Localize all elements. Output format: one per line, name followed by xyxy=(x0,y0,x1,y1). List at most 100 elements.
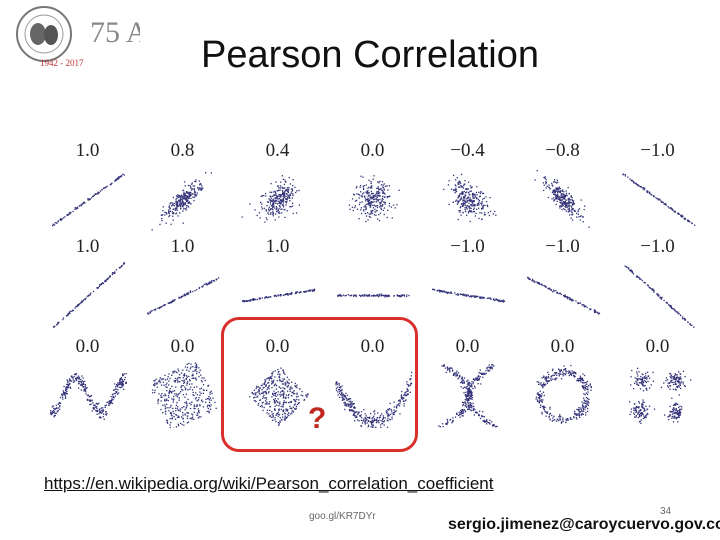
data-point xyxy=(112,396,114,399)
data-point xyxy=(439,426,441,428)
data-point xyxy=(363,418,365,420)
data-point xyxy=(565,204,568,207)
data-point xyxy=(273,394,275,397)
data-point xyxy=(380,426,382,428)
data-point xyxy=(677,212,679,214)
data-point xyxy=(278,216,280,218)
data-point xyxy=(455,190,458,193)
data-point xyxy=(186,192,189,194)
data-point xyxy=(636,406,638,408)
data-point xyxy=(468,399,470,402)
wikipedia-link[interactable]: https://en.wikipedia.org/wiki/Pearson_co… xyxy=(44,474,494,493)
data-point xyxy=(256,385,258,388)
data-point xyxy=(335,389,338,392)
data-point xyxy=(273,205,275,207)
data-point xyxy=(199,188,201,190)
data-point xyxy=(285,195,287,197)
data-point xyxy=(468,407,471,409)
data-point xyxy=(392,204,395,206)
data-point xyxy=(568,197,570,199)
logo-badge-75: 75 AÑOS xyxy=(90,16,140,49)
data-point xyxy=(678,386,680,388)
data-point xyxy=(167,399,169,402)
data-point xyxy=(291,188,294,190)
data-point xyxy=(376,187,378,190)
data-point xyxy=(491,368,493,370)
data-point xyxy=(645,387,648,389)
data-point xyxy=(202,401,204,403)
data-point xyxy=(345,403,347,405)
data-point xyxy=(564,374,567,376)
data-point xyxy=(635,410,637,412)
data-point xyxy=(577,213,580,215)
data-point xyxy=(445,423,447,425)
data-point xyxy=(564,195,567,198)
data-point xyxy=(364,294,366,296)
data-point xyxy=(584,402,586,404)
data-point xyxy=(200,379,203,382)
data-point xyxy=(281,189,284,192)
data-point xyxy=(360,295,362,298)
data-point xyxy=(66,213,69,216)
data-point xyxy=(633,413,636,415)
data-point xyxy=(537,397,540,399)
data-point xyxy=(468,397,471,399)
data-point xyxy=(183,196,185,198)
data-point xyxy=(568,205,570,207)
data-point xyxy=(178,376,180,379)
data-point xyxy=(386,296,388,298)
data-point xyxy=(556,179,558,181)
data-point xyxy=(478,413,480,415)
data-point xyxy=(398,405,401,407)
data-point xyxy=(557,191,559,193)
panel-r2-c7: −1.0 xyxy=(610,236,705,332)
data-point xyxy=(354,415,356,417)
data-point xyxy=(68,378,71,380)
data-point xyxy=(200,392,202,395)
data-point xyxy=(268,213,270,215)
data-point xyxy=(293,399,295,401)
data-point xyxy=(542,385,544,388)
data-point xyxy=(183,375,185,377)
data-point xyxy=(162,381,164,384)
data-point xyxy=(489,368,491,370)
data-point xyxy=(648,286,650,288)
data-point xyxy=(182,389,184,391)
data-point xyxy=(368,179,370,181)
data-point xyxy=(168,410,170,412)
data-point xyxy=(61,394,64,397)
data-point xyxy=(377,295,380,298)
data-point xyxy=(638,414,641,416)
data-point xyxy=(570,195,572,197)
data-point xyxy=(536,381,538,383)
data-point xyxy=(189,402,191,404)
data-point xyxy=(176,201,179,203)
data-point xyxy=(59,405,61,407)
data-point xyxy=(176,408,178,410)
data-point xyxy=(478,217,480,220)
data-point xyxy=(462,202,464,204)
data-point xyxy=(391,410,393,412)
data-point xyxy=(175,426,178,428)
data-point xyxy=(383,201,385,203)
data-point xyxy=(637,378,639,380)
data-point xyxy=(188,196,191,198)
data-point xyxy=(342,393,344,395)
data-point xyxy=(498,300,500,303)
data-point xyxy=(166,213,168,215)
data-point xyxy=(69,383,71,385)
data-point xyxy=(576,414,578,417)
data-point xyxy=(115,391,117,393)
data-point xyxy=(156,382,158,384)
data-point xyxy=(277,394,279,396)
data-point xyxy=(179,196,181,198)
data-point xyxy=(637,406,639,408)
data-point xyxy=(665,204,667,206)
data-point xyxy=(177,215,179,217)
data-point xyxy=(570,364,572,367)
data-point xyxy=(264,221,266,223)
data-point xyxy=(182,414,184,416)
data-point xyxy=(439,290,442,293)
data-point xyxy=(159,306,162,308)
data-point xyxy=(116,391,118,393)
